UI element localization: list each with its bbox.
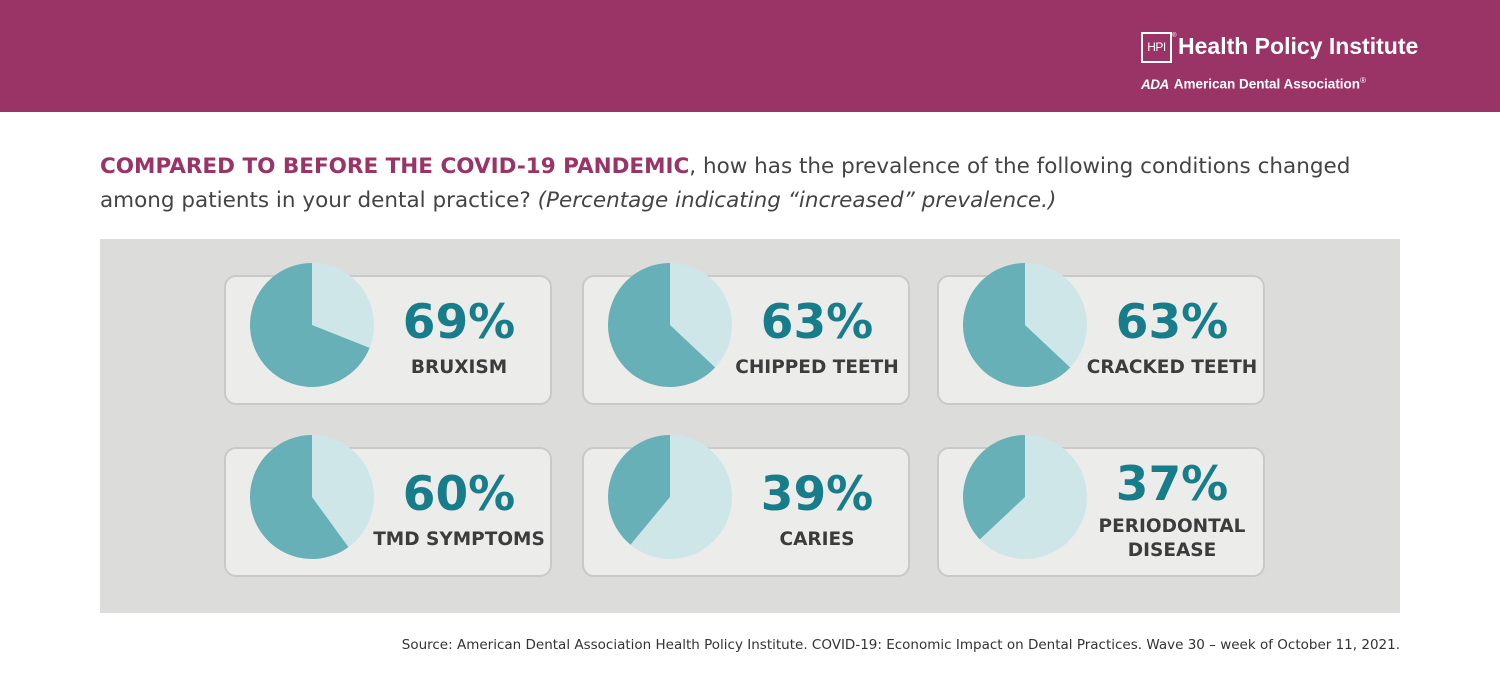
question-note: (Percentage indicating “increased” preva… [537,188,1057,213]
ada-name: American Dental Association [1173,76,1361,92]
condition-label-line: CARIES [779,529,855,550]
pie-slice-remainder [1025,263,1088,368]
pie-slice-increased [250,263,370,387]
pie-slice-remainder [312,435,374,548]
pie-slice-increased [249,435,349,559]
pie-slice-increased [962,435,1025,540]
percent-value: 63% [1115,295,1229,350]
pie-chart [608,435,733,559]
condition-label-line: BRUXISM [410,357,508,378]
condition-card: 63% CRACKED TEETH [937,263,1265,405]
condition-label: BRUXISM [362,356,556,380]
percent-value: 60% [402,467,516,522]
pie-chart [608,263,733,387]
condition-label-line: CHIPPED TEETH [735,357,899,378]
condition-label: PERIODONTAL DISEASE [1075,515,1269,563]
pie-slice-remainder [630,435,733,559]
condition-card: 37% PERIODONTAL DISEASE [937,435,1265,577]
pie-slice-remainder [312,263,375,348]
chart-panel: 69% BRUXISM 63% CHIPPED TEETH 63% CRACKED TEE… [100,239,1400,613]
percent-value: 39% [760,467,874,522]
pie-chart [249,435,374,559]
condition-label: TMD SYMPTOMS [362,528,556,552]
question-text: COMPARED TO BEFORE THE COVID-19 PANDEMIC… [100,150,1400,218]
pie-chart [962,435,1087,559]
pie-slice-remainder [979,435,1087,559]
condition-card: 39% CARIES [582,435,910,577]
condition-label-line: DISEASE [1127,540,1217,561]
condition-label: CRACKED TEETH [1075,356,1269,380]
ada-logo-mark: ADA [1141,76,1169,92]
percent-value: 69% [402,295,516,350]
ada-line: ADA American Dental Association® [1141,76,1366,92]
percent-value: 63% [760,295,874,350]
registered-mark: ® [1360,76,1366,85]
pie-slice-increased [608,263,716,387]
condition-label: CHIPPED TEETH [720,356,914,380]
pie-slice-increased [963,263,1071,387]
source-note: Source: American Dental Association Heal… [401,637,1400,653]
hpi-name: Health Policy Institute [1178,33,1419,59]
question-body: , how has the prevalence of the followin… [100,154,1351,213]
question-highlight: COMPARED TO BEFORE THE COVID-19 PANDEMIC [100,154,690,179]
condition-label-line: PERIODONTAL [1098,516,1246,537]
header-banner: HPI ® Health Policy Institute ADA American… [0,0,1500,112]
hpi-logo-badge: HPI ® [1141,32,1176,63]
condition-label-line: TMD SYMPTOMS [373,529,545,550]
condition-label-line: CRACKED TEETH [1086,357,1258,378]
condition-label: CARIES [720,528,914,552]
condition-card: 69% BRUXISM [224,263,552,405]
pie-slice-remainder [670,263,733,368]
condition-card: 63% CHIPPED TEETH [582,263,910,405]
pie-chart [250,263,375,387]
percent-value: 37% [1115,457,1229,512]
brand-logo: HPI ® Health Policy Institute ADA American… [1138,30,1418,96]
pie-slice-increased [608,435,670,545]
pie-chart [963,263,1088,387]
condition-card: 60% TMD SYMPTOMS [224,435,552,577]
